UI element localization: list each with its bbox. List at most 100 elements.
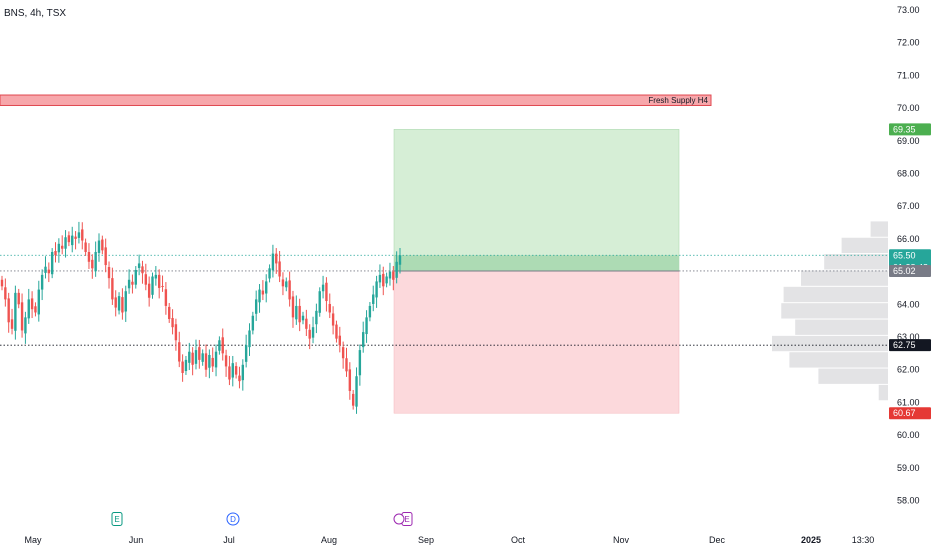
candle [355, 367, 358, 414]
candle-body [328, 303, 331, 313]
candle-body [34, 306, 37, 313]
candle-body [214, 351, 218, 368]
dividend-marker [226, 512, 240, 526]
earnings-event-icon[interactable]: E [111, 512, 123, 526]
candle-body [0, 279, 4, 287]
candle [258, 284, 261, 313]
supply-zone[interactable] [0, 94, 712, 106]
candle [84, 238, 87, 256]
volume-profile-bar [781, 303, 888, 319]
candle-body [137, 263, 141, 269]
volume-profile-bar [783, 286, 888, 303]
x-tick-label: Oct [511, 535, 526, 545]
candle-body [30, 298, 34, 310]
candle-body [224, 355, 228, 367]
candle-body [84, 242, 87, 252]
y-tick-label: 69.00 [897, 136, 920, 146]
price-tag[interactable]: 69.35 [889, 123, 931, 136]
candle-body [97, 240, 101, 253]
price-tag-value: 65.50 [893, 250, 916, 260]
candle [362, 321, 365, 353]
candle [221, 328, 224, 361]
volume-profile-bar [772, 335, 888, 352]
candle [208, 349, 211, 379]
candle-body [61, 245, 64, 249]
candle-body [398, 255, 402, 265]
y-tick-label: 62.00 [897, 365, 920, 375]
y-tick-label: 73.00 [897, 5, 920, 15]
candles [0, 221, 402, 414]
price-tag[interactable]: 62.75 [889, 339, 931, 352]
candle [97, 233, 101, 262]
candle-body [351, 393, 355, 406]
volume-profile-bar [824, 254, 888, 270]
y-tick-label: 59.00 [897, 463, 920, 473]
candle-body [131, 281, 134, 285]
stop-zone[interactable] [393, 270, 680, 414]
candle-body [47, 269, 51, 274]
candle-body [234, 366, 238, 375]
x-tick-label: Jul [223, 535, 235, 545]
candle-body [17, 292, 20, 305]
volume-profile-bar [801, 270, 888, 286]
split-event-icon[interactable] [393, 513, 405, 525]
candle [81, 222, 84, 250]
y-tick-label: 70.00 [897, 103, 920, 113]
candle [191, 347, 194, 376]
candle-body [161, 285, 164, 287]
candle-body [311, 327, 315, 338]
candle-body [318, 291, 321, 313]
candle [74, 231, 77, 250]
candle [198, 339, 201, 369]
candle [275, 248, 278, 274]
candle [291, 290, 295, 328]
volume-profile-bar [878, 384, 888, 401]
price-tag[interactable]: 65.02 [889, 264, 931, 277]
candle [378, 264, 382, 288]
candle [77, 221, 81, 244]
x-tick-label: Dec [709, 535, 726, 545]
candle [184, 355, 188, 375]
candle-body [74, 236, 77, 239]
candle-body [44, 266, 47, 273]
candle-body [295, 305, 298, 320]
target-zone[interactable] [393, 129, 680, 272]
candle-body [288, 280, 291, 300]
candle [57, 238, 61, 263]
event-letter: E [114, 515, 119, 524]
candle [348, 362, 352, 400]
price-tag-bg [889, 123, 931, 136]
candle-body [71, 235, 74, 246]
candle-body [114, 297, 117, 308]
y-tick-label: 64.00 [897, 299, 920, 309]
candle-body [117, 296, 121, 311]
candle-body [218, 340, 221, 351]
candle [398, 248, 402, 274]
price-tag-value: 69.35 [893, 124, 916, 134]
volume-profile-bar [795, 319, 888, 335]
volume-profile-bar [841, 237, 888, 254]
candle-body [164, 289, 168, 306]
candle [107, 261, 111, 289]
candle [154, 266, 158, 286]
candle [224, 349, 228, 377]
price-tag[interactable]: 60.67 [889, 407, 931, 420]
event-letter: D [230, 515, 236, 524]
candle-body [10, 319, 14, 329]
supply-zone-label: Fresh Supply H4 [648, 96, 708, 105]
candle-body [168, 306, 171, 320]
y-tick-label: 72.00 [897, 38, 920, 48]
candle-body [365, 317, 368, 335]
candle [144, 263, 148, 291]
candle-body [355, 376, 358, 407]
split-marker [393, 513, 405, 525]
candle-body [154, 274, 158, 279]
candle-body [321, 284, 325, 292]
candle [288, 271, 291, 307]
dividend-event-icon[interactable]: D [226, 512, 240, 526]
candle [211, 347, 214, 372]
volume-profile-bar [818, 368, 888, 384]
x-tick-label: Sep [418, 535, 434, 545]
candle-body [107, 267, 111, 279]
